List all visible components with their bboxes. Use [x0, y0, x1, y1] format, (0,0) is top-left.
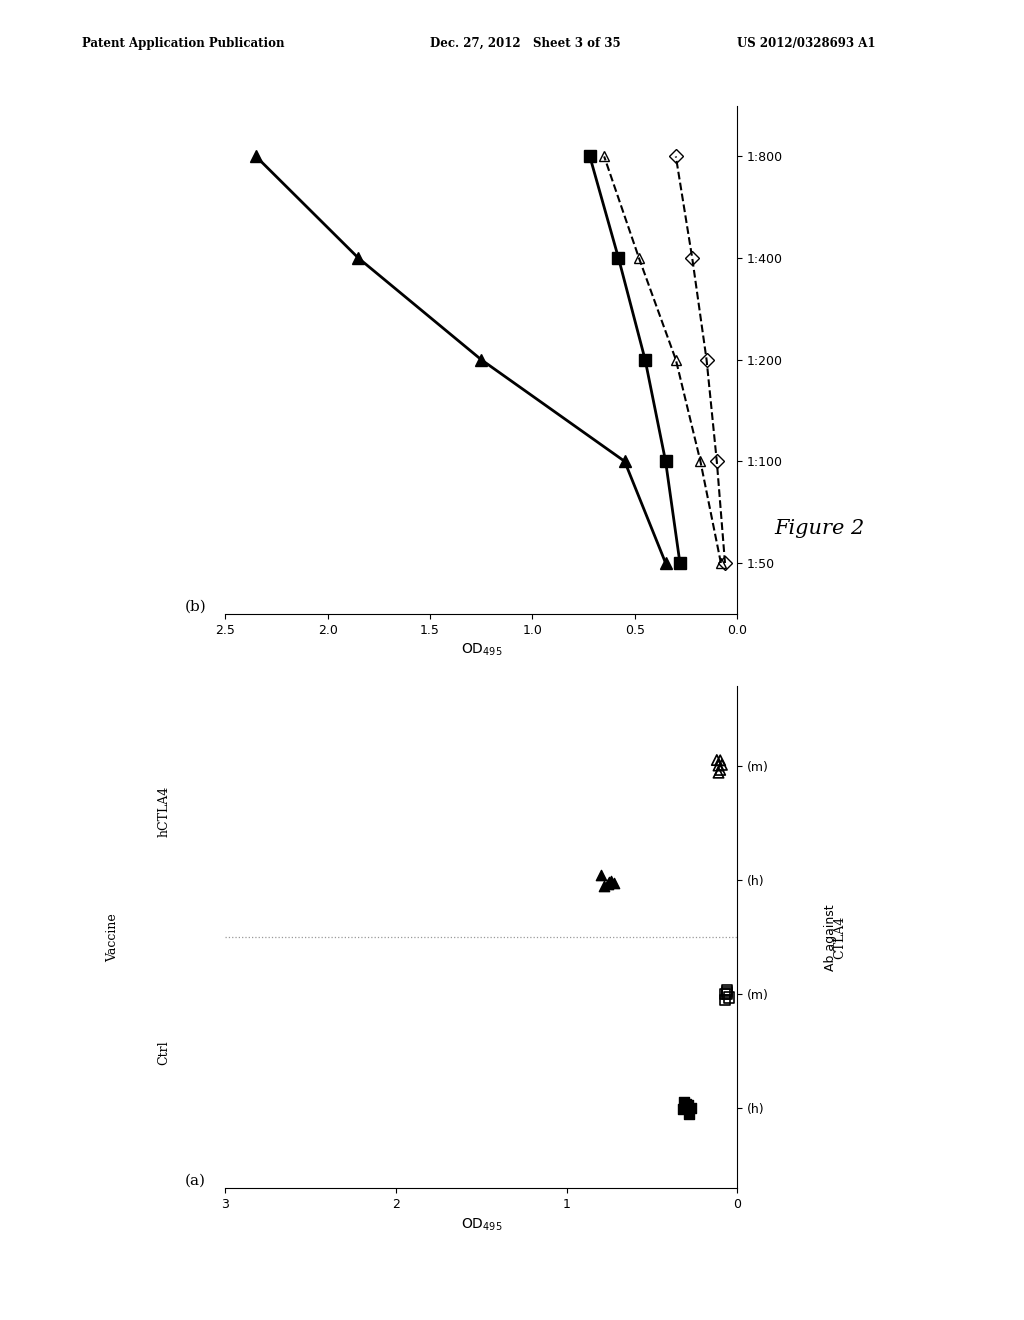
Point	[712, 750, 728, 771]
Text: Vaccine: Vaccine	[106, 913, 119, 961]
hCTLA4 (h)	[618, 453, 631, 469]
Line: Ctrl (h): Ctrl (h)	[585, 150, 685, 569]
Text: CTLA4: CTLA4	[834, 916, 846, 958]
Text: hCTLA4: hCTLA4	[158, 787, 170, 837]
Ctrl (m)	[719, 554, 731, 570]
Point	[675, 1098, 691, 1119]
Line: hCTLA4 (h): hCTLA4 (h)	[250, 150, 672, 569]
hCTLA4 (h)	[475, 351, 487, 367]
Point	[719, 983, 735, 1005]
Point	[717, 983, 733, 1005]
Point	[678, 1094, 694, 1115]
Point	[681, 1104, 697, 1125]
Ctrl (h)	[659, 453, 672, 469]
Point	[596, 875, 612, 896]
Point	[676, 1092, 692, 1113]
Y-axis label: Ab against: Ab against	[824, 904, 838, 970]
hCTLA4 (m)	[633, 251, 645, 267]
hCTLA4 (h)	[250, 149, 262, 165]
Point	[711, 755, 727, 776]
Ctrl (m)	[670, 149, 682, 165]
Point	[712, 759, 728, 780]
Point	[680, 1094, 696, 1115]
Text: US 2012/0328693 A1: US 2012/0328693 A1	[737, 37, 876, 50]
X-axis label: OD$_{495}$: OD$_{495}$	[461, 1216, 502, 1233]
Text: Patent Application Publication: Patent Application Publication	[82, 37, 285, 50]
Point	[709, 750, 725, 771]
Point	[599, 874, 615, 895]
hCTLA4 (m)	[670, 351, 682, 367]
Ctrl (m)	[686, 251, 698, 267]
Ctrl (h)	[612, 251, 625, 267]
hCTLA4 (h)	[352, 251, 365, 267]
hCTLA4 (m)	[715, 554, 727, 570]
Point	[606, 873, 623, 894]
Point	[721, 987, 737, 1008]
Point	[601, 871, 617, 892]
hCTLA4 (m)	[598, 149, 610, 165]
hCTLA4 (m)	[694, 453, 707, 469]
Point	[717, 990, 733, 1011]
Text: (a): (a)	[184, 1173, 206, 1188]
Ctrl (m)	[700, 351, 713, 367]
Point	[719, 981, 735, 1002]
Ctrl (h)	[584, 149, 596, 165]
Point	[714, 754, 730, 775]
Line: hCTLA4 (m): hCTLA4 (m)	[599, 152, 726, 568]
X-axis label: OD$_{495}$: OD$_{495}$	[461, 642, 502, 659]
Point	[593, 865, 609, 886]
Text: Figure 2: Figure 2	[774, 519, 864, 537]
Point	[719, 979, 735, 1001]
Text: Dec. 27, 2012   Sheet 3 of 35: Dec. 27, 2012 Sheet 3 of 35	[430, 37, 621, 50]
Point	[603, 870, 620, 891]
Ctrl (m)	[711, 453, 723, 469]
Ctrl (h)	[639, 351, 651, 367]
Text: Ctrl: Ctrl	[158, 1040, 170, 1065]
Point	[683, 1097, 699, 1118]
Line: Ctrl (m): Ctrl (m)	[671, 152, 730, 568]
Text: (b): (b)	[184, 599, 206, 614]
Point	[711, 762, 727, 783]
Ctrl (h)	[674, 554, 686, 570]
hCTLA4 (h)	[659, 554, 672, 570]
